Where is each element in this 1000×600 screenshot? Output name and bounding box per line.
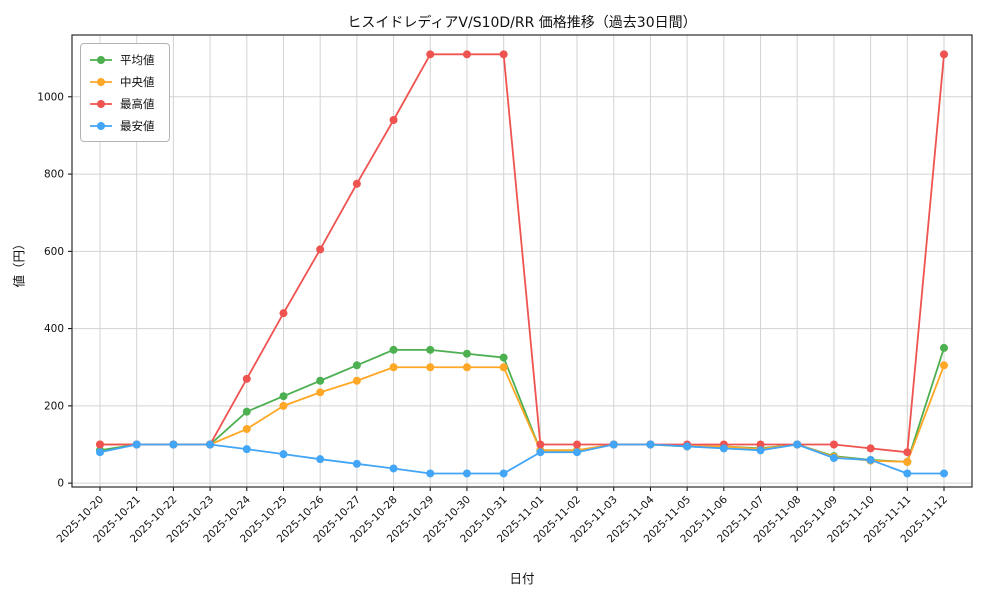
legend-item-median: 中央値 [89,73,155,90]
series-point-avg [389,345,398,354]
y-tick-label: 800 [44,169,64,181]
series-point-min [499,469,508,478]
series-point-max [903,448,912,457]
series-point-min [352,459,361,468]
legend-item-avg: 平均値 [89,51,155,68]
series-point-median [279,401,288,410]
series-point-max [573,440,582,449]
legend-marker-max-icon [90,99,112,108]
series-point-min [316,455,325,464]
legend-item-min: 最安値 [89,117,155,134]
series-point-min [683,442,692,451]
series-point-max [279,309,288,318]
series-point-avg [462,349,471,358]
series-point-min [96,448,104,457]
series-point-min [206,440,215,449]
legend-marker-avg-icon [90,55,112,64]
series-point-min [719,444,728,453]
series-point-max [940,50,948,59]
series-point-median [426,363,435,372]
series-point-max [426,50,435,59]
chart-title: ヒスイドレディアV/S10D/RR 価格推移（過去30日間） [347,15,697,31]
series-point-median [940,361,948,370]
legend-marker-min-icon [90,121,112,130]
series-point-max [316,245,325,254]
series-point-max [242,374,251,383]
series-point-min [756,446,765,455]
series-point-max [499,50,508,59]
series-point-min [866,455,875,464]
series-point-max [829,440,838,449]
y-tick-label: 1000 [37,91,64,103]
series-point-max [756,440,765,449]
series-point-min [169,440,178,449]
y-tick-label: 0 [57,478,64,490]
series-point-avg [316,376,325,385]
series-point-avg [426,345,435,354]
y-tick-label: 200 [44,400,64,412]
legend-label-max: 最高値 [120,96,155,111]
series-point-median [389,363,398,372]
series-point-min [536,448,545,457]
series-point-avg [499,353,508,362]
series-point-avg [279,392,288,401]
y-tick-label: 400 [44,323,64,335]
series-point-min [573,448,582,457]
series-point-min [903,469,912,478]
legend-marker-median-icon [90,77,112,86]
x-axis-label: 日付 [509,571,535,586]
series-point-min [646,440,655,449]
series-point-max [536,440,545,449]
series-point-min [426,469,435,478]
series-point-min [829,454,838,463]
series-point-min [242,445,251,454]
legend: 平均値 中央値 最高値 最安値 [80,43,170,142]
series-point-max [389,115,398,124]
legend-item-max: 最高値 [89,95,155,112]
series-point-min [279,450,288,459]
series-point-max [352,179,361,188]
legend-label-min: 最安値 [120,118,155,133]
series-point-min [132,440,141,449]
legend-label-avg: 平均値 [120,52,155,67]
series-point-min [462,469,471,478]
series-point-avg [242,407,251,416]
series-point-min [609,440,618,449]
plot-frame [71,34,973,488]
series-point-min [940,469,948,478]
series-line-min [99,443,944,475]
y-tick-label: 600 [44,246,64,258]
series-point-median [462,363,471,372]
series-point-max [866,444,875,453]
series-point-median [903,457,912,466]
series-point-max [96,440,104,449]
series-point-median [316,388,325,397]
series-point-median [499,363,508,372]
legend-label-median: 中央値 [120,74,155,89]
series-point-min [793,440,802,449]
series-line-max [100,53,945,454]
series-point-median [352,376,361,385]
series-point-median [242,425,251,434]
series-point-min [389,464,398,473]
series-point-avg [940,343,948,352]
series-point-max [462,50,471,59]
series-point-avg [352,361,361,370]
